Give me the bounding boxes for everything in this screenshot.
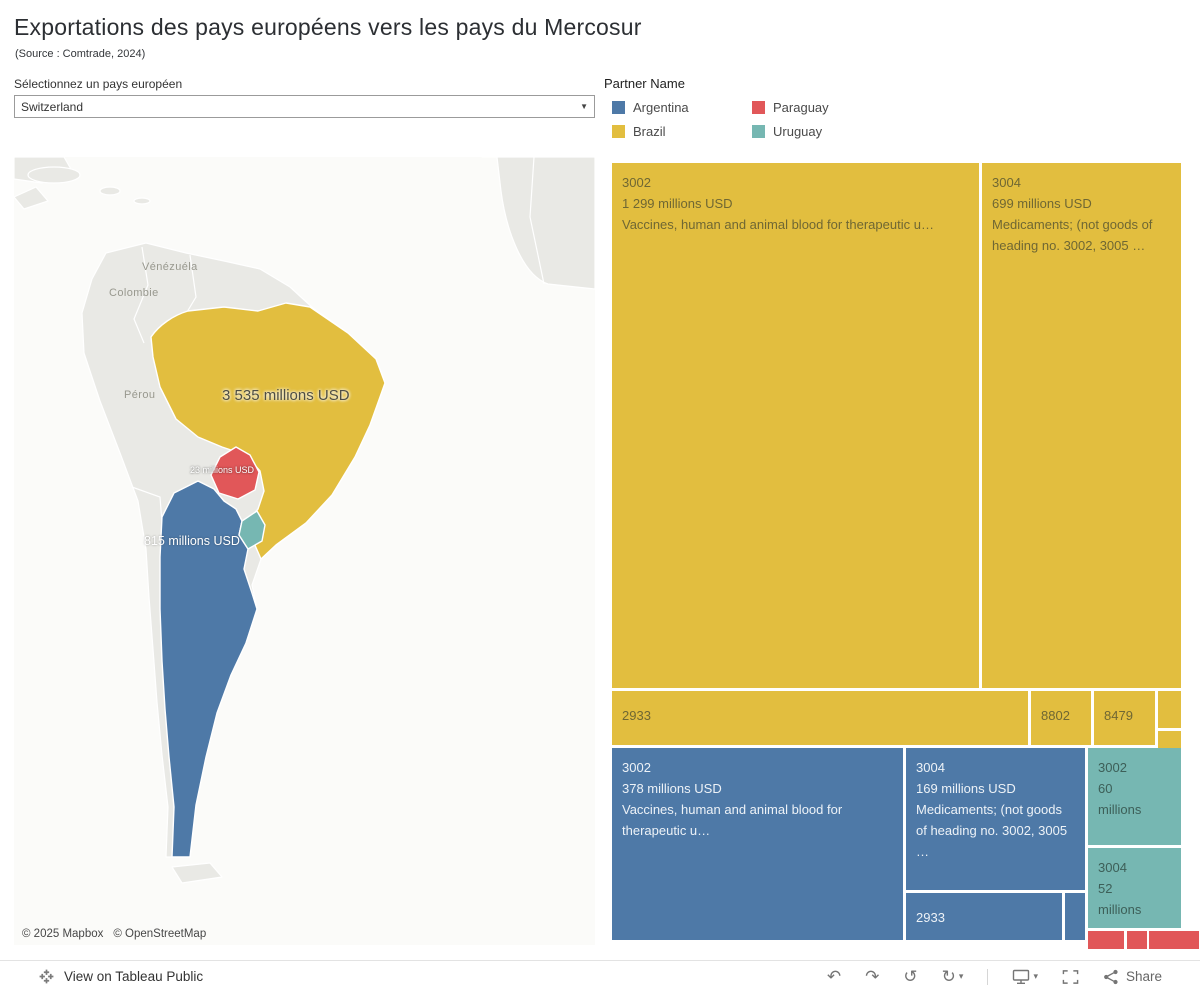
share-button[interactable]: Share xyxy=(1103,969,1162,985)
cell-desc: Medicaments; (not goods of heading no. 3… xyxy=(916,802,1068,859)
cell-code: 3002 xyxy=(1098,760,1127,775)
legend-label: Brazil xyxy=(633,124,666,139)
treemap-cell-brazil-8479[interactable]: 8479 xyxy=(1094,691,1155,745)
cell-value: 52 xyxy=(1098,881,1113,896)
country-argentina[interactable] xyxy=(159,480,258,858)
map-label-venezuela: Vénézuéla xyxy=(142,261,198,273)
share-icon xyxy=(1104,969,1118,984)
toolbar-actions: ↶ ↷ ↺ ↻ ▾ ▾ xyxy=(827,968,1162,985)
map-value-argentina: 815 millions USD xyxy=(144,534,240,548)
cell-value: 1 299 millions USD xyxy=(622,196,733,211)
treemap-cell-argentina-3004[interactable]: 3004 169 millions USD Medicaments; (not … xyxy=(906,748,1085,890)
cell-desc: Vaccines, human and animal blood for the… xyxy=(622,802,843,838)
treemap-cell-argentina-2933[interactable]: 2933 xyxy=(906,893,1062,940)
cell-code: 8479 xyxy=(1104,708,1133,723)
treemap: 3002 1 299 millions USD Vaccines, human … xyxy=(612,163,1199,949)
view-on-tableau-label: View on Tableau Public xyxy=(64,969,204,984)
treemap-cell-argentina-small[interactable] xyxy=(1065,893,1085,940)
view-on-tableau-public[interactable]: View on Tableau Public xyxy=(38,968,203,985)
share-label: Share xyxy=(1125,969,1162,984)
africa-landmass xyxy=(481,157,595,290)
cell-code: 8802 xyxy=(1041,708,1070,723)
country-filter-dropdown[interactable]: Switzerland ▼ xyxy=(14,95,595,118)
treemap-cell-paraguay-small[interactable] xyxy=(1088,931,1124,949)
map-value-brazil: 3 535 millions USD xyxy=(222,387,350,404)
legend-item-brazil[interactable]: Brazil xyxy=(612,124,666,139)
replay-icon: ↻ xyxy=(941,967,956,986)
country-uruguay[interactable] xyxy=(238,510,266,550)
map-attribution: © 2025 Mapbox © OpenStreetMap xyxy=(22,928,206,940)
redo-icon[interactable]: ↷ xyxy=(865,967,880,986)
legend-label: Paraguay xyxy=(773,100,829,115)
legend-item-uruguay[interactable]: Uruguay xyxy=(752,124,822,139)
osm-attribution-link[interactable]: © OpenStreetMap xyxy=(113,928,207,940)
uruguay-color-swatch xyxy=(752,125,765,138)
treemap-cell-paraguay-small[interactable] xyxy=(1127,931,1147,949)
cell-value: 378 millions USD xyxy=(622,781,722,796)
treemap-cell-brazil-8802[interactable]: 8802 xyxy=(1031,691,1091,745)
caribbean-island xyxy=(27,166,81,184)
cell-value: 699 millions USD xyxy=(992,196,1092,211)
reset-icon[interactable]: ↺ xyxy=(903,967,918,986)
undo-icon[interactable]: ↶ xyxy=(826,967,842,986)
cell-code: 3004 xyxy=(1098,860,1127,875)
legend-title: Partner Name xyxy=(604,76,685,91)
caribbean-island xyxy=(133,197,151,205)
brazil-color-swatch xyxy=(612,125,625,138)
replay-button[interactable]: ↻ ▾ xyxy=(942,968,964,985)
monitor-icon xyxy=(1013,969,1030,984)
cell-desc: Medicaments; (not goods of heading no. 3… xyxy=(992,217,1153,253)
legend-item-paraguay[interactable]: Paraguay xyxy=(752,100,829,115)
treemap-cell-brazil-3002[interactable]: 3002 1 299 millions USD Vaccines, human … xyxy=(612,163,979,688)
page-title: Exportations des pays européens vers les… xyxy=(14,14,642,40)
display-options-button[interactable]: ▾ xyxy=(1012,969,1038,985)
map-canvas xyxy=(14,157,595,884)
legend-label: Argentina xyxy=(633,100,689,115)
fullscreen-button[interactable] xyxy=(1062,969,1079,985)
country-border xyxy=(133,246,149,344)
country-filter-label: Sélectionnez un pays européen xyxy=(14,77,183,91)
treemap-cell-brazil-3004[interactable]: 3004 699 millions USD Medicaments; (not … xyxy=(982,163,1181,688)
south-america-map[interactable]: Vénézuéla Colombie Pérou 3 535 millions … xyxy=(14,157,595,945)
legend-label: Uruguay xyxy=(773,124,823,139)
country-border xyxy=(529,157,545,285)
cell-value: 169 millions USD xyxy=(916,781,1016,796)
cell-desc: Vaccines, human and animal blood for the… xyxy=(622,217,934,232)
cell-unit: millions xyxy=(1098,802,1142,817)
cell-code: 3002 xyxy=(622,760,651,775)
cell-code: 2933 xyxy=(916,910,945,925)
argentina-color-swatch xyxy=(612,101,625,114)
tableau-toolbar: View on Tableau Public ↶ ↷ ↺ ↻ ▾ ▾ xyxy=(0,960,1200,992)
treemap-cell-brazil-small[interactable] xyxy=(1158,691,1181,728)
fullscreen-icon xyxy=(1062,969,1079,984)
map-label-colombia: Colombie xyxy=(109,287,159,299)
treemap-cell-uruguay-3004[interactable]: 3004 52 millions xyxy=(1088,848,1181,928)
cell-code: 3002 xyxy=(622,175,651,190)
chevron-down-icon: ▾ xyxy=(958,971,964,981)
cell-code: 3004 xyxy=(992,175,1021,190)
chevron-down-icon: ▾ xyxy=(1033,971,1038,981)
caribbean-island xyxy=(14,186,49,210)
treemap-cell-uruguay-3002[interactable]: 3002 60 millions xyxy=(1088,748,1181,845)
country-filter-value: Switzerland xyxy=(21,99,84,114)
tierra-del-fuego xyxy=(171,862,223,884)
treemap-cell-argentina-3002[interactable]: 3002 378 millions USD Vaccines, human an… xyxy=(612,748,903,940)
cell-code: 3004 xyxy=(916,760,945,775)
page-subtitle: (Source : Comtrade, 2024) xyxy=(15,48,146,60)
treemap-cell-brazil-2933[interactable]: 2933 xyxy=(612,691,1028,745)
toolbar-divider xyxy=(987,968,989,985)
chevron-down-icon[interactable]: ▼ xyxy=(580,102,588,111)
mapbox-attribution-link[interactable]: © 2025 Mapbox xyxy=(22,928,104,940)
caribbean-island xyxy=(99,186,121,196)
cell-value: 60 xyxy=(1098,781,1113,796)
legend-item-argentina[interactable]: Argentina xyxy=(612,100,689,115)
map-label-peru: Pérou xyxy=(124,389,156,401)
paraguay-color-swatch xyxy=(752,101,765,114)
cell-code: 2933 xyxy=(622,708,651,723)
treemap-cell-paraguay-small[interactable] xyxy=(1179,931,1199,949)
country-paraguay[interactable] xyxy=(210,446,260,500)
tableau-logo-icon xyxy=(39,969,54,984)
cell-unit: millions xyxy=(1098,902,1142,917)
map-value-paraguay: 23 millions USD xyxy=(190,465,255,475)
